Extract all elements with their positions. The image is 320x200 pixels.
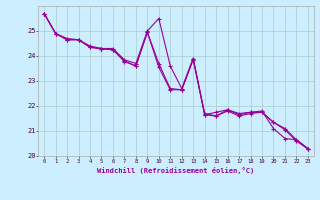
X-axis label: Windchill (Refroidissement éolien,°C): Windchill (Refroidissement éolien,°C) [97,167,255,174]
